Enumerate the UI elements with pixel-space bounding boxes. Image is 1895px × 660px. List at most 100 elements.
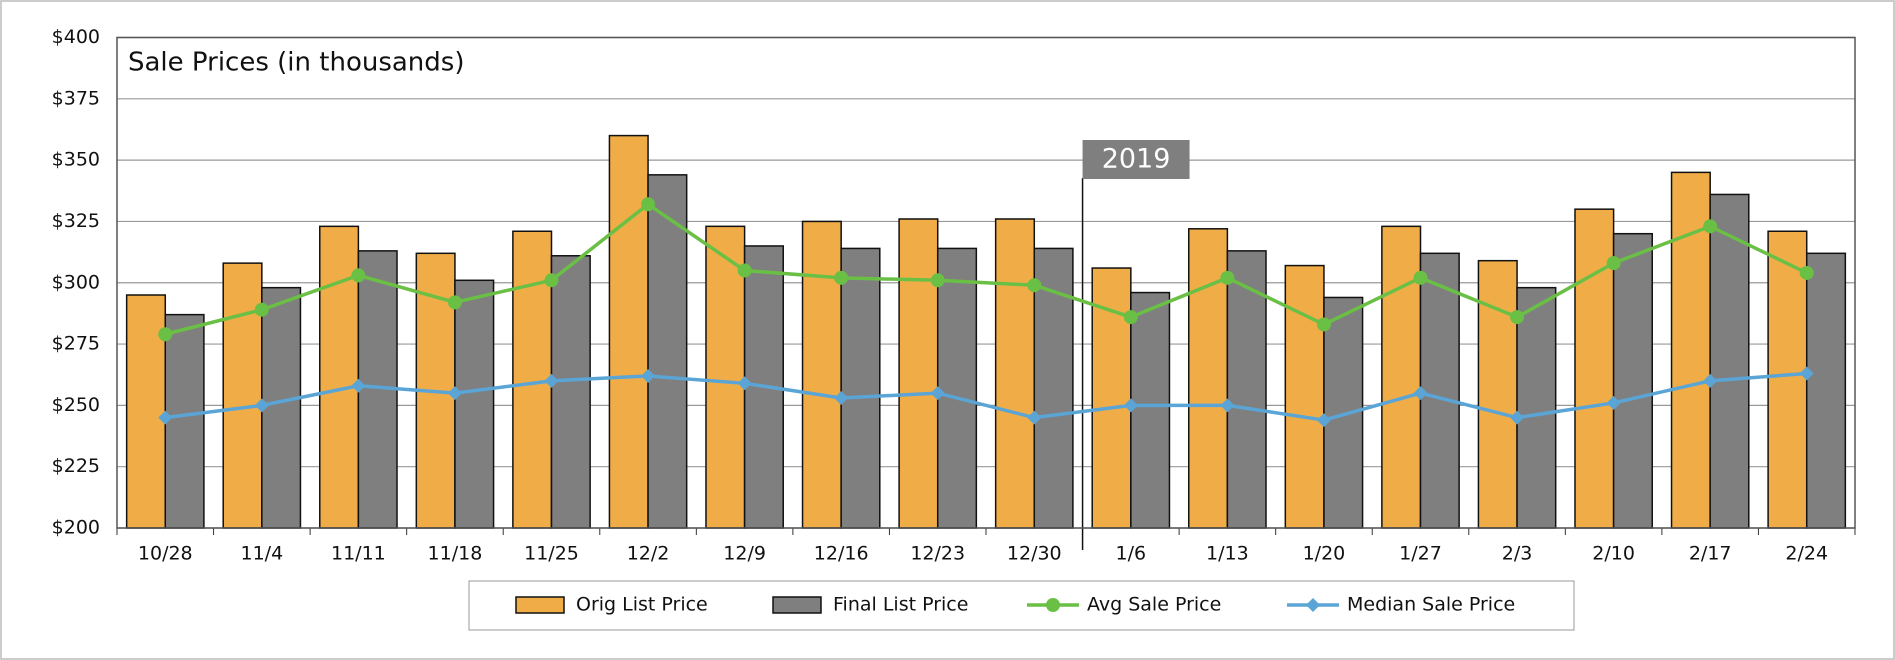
legend-label: Median Sale Price [1347,594,1515,616]
point [158,327,173,342]
annotation-text: 2019 [1102,144,1171,175]
point [1703,219,1718,234]
point [737,376,752,391]
point [544,373,559,388]
bar [1226,250,1267,529]
bar [454,279,495,529]
bar [1419,252,1460,529]
x-tick-label: 12/2 [627,543,670,565]
bar [550,255,591,529]
point [1703,373,1718,388]
point [447,386,462,401]
legend-box [468,580,1575,631]
point [447,295,462,310]
point [1027,278,1042,293]
x-tick-label: 10/28 [138,543,193,565]
x-tick-label: 11/25 [524,543,579,565]
y-tick-label: $400 [52,26,100,48]
y-tick-label: $250 [52,394,100,416]
point [1220,398,1235,413]
point [1799,366,1814,381]
bar [512,230,553,529]
point [1027,410,1042,425]
y-tick-label: $375 [52,87,100,109]
bar [705,225,746,529]
bar [1477,259,1518,529]
bar [125,294,167,529]
bar [647,174,688,529]
point [158,410,173,425]
point [254,398,269,413]
point [737,263,752,278]
point [351,378,366,393]
x-tick-label: 2/24 [1785,543,1828,565]
y-tick-label: $275 [52,333,100,355]
chart-title: Sale Prices (in thousands) [128,48,464,78]
point [1413,386,1428,401]
x-tick-label: 12/16 [814,543,869,565]
bar [1516,286,1557,529]
bar [1612,232,1653,529]
point [930,273,945,288]
y-tick-label: $200 [52,517,100,539]
line [165,371,1807,422]
point [930,386,945,401]
x-tick-label: 1/27 [1399,543,1442,565]
point [834,391,849,406]
bar [164,313,205,529]
point [544,273,559,288]
point [641,368,656,383]
point [1123,398,1138,413]
y-tick-label: $325 [52,210,100,232]
bar [1284,264,1325,529]
plot-border [116,36,1856,529]
line [164,202,1808,336]
x-tick-label: 2/3 [1502,543,1533,565]
x-tick-label: 1/20 [1303,543,1346,565]
point [1413,270,1428,285]
x-tick-label: 11/4 [240,543,283,565]
point [351,268,366,283]
bar [994,218,1036,529]
bar [608,134,649,529]
bar [1670,171,1711,529]
point [1606,256,1621,271]
point [1510,310,1525,325]
legend-label: Final List Price [833,594,968,616]
legend-swatch [772,596,822,614]
point [254,302,269,317]
bar [1805,252,1847,529]
point [1123,310,1138,325]
x-tick-label: 1/6 [1116,543,1147,565]
point [1316,317,1331,332]
bar [222,262,263,529]
marks [125,134,1847,550]
legend-label: Orig List Price [576,594,708,616]
bar [1381,225,1422,529]
bar [1574,208,1615,529]
x-tick-label: 12/30 [1007,543,1062,565]
bar [1130,291,1171,529]
bar [801,220,842,529]
point [1799,265,1814,280]
x-tick-label: 2/10 [1592,543,1635,565]
point [1316,413,1331,428]
bar [261,286,302,529]
bar [898,218,939,529]
legend-marker [1306,598,1320,612]
x-tick-label: 11/11 [331,543,386,565]
point [834,270,849,285]
x-tick-label: 2/17 [1689,543,1732,565]
legend-swatch [515,596,565,614]
point [641,197,656,212]
bar [1188,228,1229,529]
x-tick-label: 12/9 [723,543,766,565]
bar [1709,193,1750,529]
legend-label: Avg Sale Price [1087,594,1221,616]
x-tick-label: 1/13 [1206,543,1249,565]
legend-marker [1046,598,1060,612]
point [1220,270,1235,285]
bar [840,247,881,529]
y-tick-label: $350 [52,149,100,171]
